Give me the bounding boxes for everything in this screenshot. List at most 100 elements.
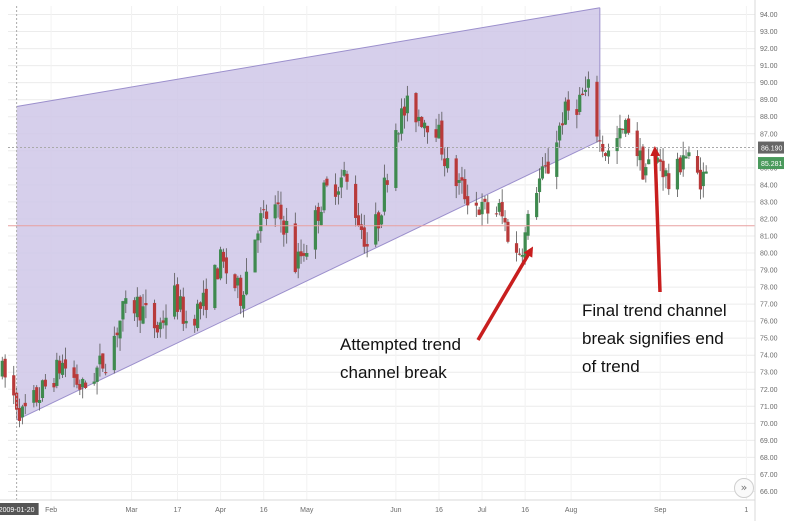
candle-body bbox=[460, 177, 464, 181]
candle-body bbox=[684, 156, 688, 159]
candle-body bbox=[543, 165, 547, 167]
candle-body bbox=[164, 317, 168, 326]
candle-body bbox=[583, 89, 588, 92]
y-tick-label: 91.00 bbox=[760, 63, 778, 70]
x-tick-label: Mar bbox=[126, 507, 139, 514]
y-tick-label: 93.00 bbox=[760, 29, 778, 36]
candle-body bbox=[224, 257, 228, 274]
candle-body bbox=[537, 178, 542, 193]
candle-body bbox=[661, 160, 665, 178]
candle-body bbox=[339, 177, 343, 188]
candle-body bbox=[506, 221, 510, 242]
candle-body bbox=[494, 213, 499, 215]
last-price-badge bbox=[758, 157, 784, 170]
scroll-to-latest-button[interactable]: » bbox=[734, 478, 754, 498]
y-tick-label: 87.00 bbox=[760, 131, 778, 138]
candle-body bbox=[356, 215, 361, 227]
candle-body bbox=[523, 232, 527, 259]
y-tick-label: 73.00 bbox=[760, 370, 778, 377]
candle-body bbox=[445, 158, 450, 169]
candle-body bbox=[333, 184, 338, 197]
y-tick-label: 77.00 bbox=[760, 302, 778, 309]
crosshair-price-label: 86.190 bbox=[761, 146, 783, 153]
candle-body bbox=[293, 223, 297, 273]
candle-body bbox=[35, 387, 39, 403]
candle-body bbox=[681, 155, 685, 170]
candle-body bbox=[483, 198, 487, 202]
candle-body bbox=[635, 130, 639, 157]
candle-body bbox=[233, 274, 237, 289]
x-tick-label: 16 bbox=[521, 507, 529, 514]
candle-body bbox=[221, 251, 226, 262]
y-tick-label: 94.00 bbox=[760, 12, 778, 19]
y-tick-label: 66.00 bbox=[760, 489, 778, 496]
candle-body bbox=[555, 142, 559, 177]
candle-body bbox=[316, 206, 320, 221]
candle-body bbox=[440, 120, 444, 155]
candle-body bbox=[655, 157, 659, 163]
candle-body bbox=[43, 379, 47, 387]
candle-body bbox=[595, 81, 599, 137]
x-tick-label: 17 bbox=[174, 507, 182, 514]
candle-body bbox=[517, 253, 522, 255]
candle-body bbox=[520, 254, 524, 257]
candle-body bbox=[434, 129, 438, 138]
candle-body bbox=[15, 392, 19, 410]
candle-body bbox=[198, 302, 203, 309]
candle-body bbox=[641, 146, 645, 180]
candle-body bbox=[578, 94, 582, 112]
candle-body bbox=[575, 109, 579, 115]
candle-body bbox=[563, 101, 567, 125]
x-tick-label: Feb bbox=[45, 507, 57, 514]
y-tick-label: 90.00 bbox=[760, 80, 778, 87]
candle-body bbox=[181, 296, 185, 324]
candle-body bbox=[244, 271, 249, 295]
last-price-label: 85.281 bbox=[761, 161, 783, 168]
candle-body bbox=[144, 303, 148, 306]
candle-body bbox=[256, 233, 260, 241]
annotation-final-line-1: Final trend channel bbox=[582, 301, 727, 320]
candle-body bbox=[474, 202, 478, 206]
candle-body bbox=[3, 358, 7, 378]
candle-body bbox=[118, 320, 122, 339]
candle-body bbox=[23, 402, 27, 407]
candle-body bbox=[296, 251, 300, 269]
candle-body bbox=[503, 217, 507, 223]
candle-body bbox=[282, 220, 286, 235]
candle-body bbox=[362, 227, 366, 247]
y-tick-label: 69.00 bbox=[760, 438, 778, 445]
candle-body bbox=[305, 252, 309, 257]
candle-body bbox=[52, 382, 56, 388]
candle-body bbox=[382, 177, 386, 212]
candle-body bbox=[477, 209, 481, 215]
annotation-attempted-line-2: channel break bbox=[340, 363, 447, 382]
candle-body bbox=[285, 220, 289, 233]
x-tick-label: Apr bbox=[215, 507, 227, 514]
candle-body bbox=[135, 296, 139, 318]
candle-body bbox=[535, 192, 539, 218]
candle-body bbox=[359, 224, 363, 230]
candle-body bbox=[173, 285, 177, 317]
candle-body bbox=[193, 318, 197, 326]
candle-body bbox=[647, 159, 651, 165]
candle-body bbox=[213, 264, 217, 309]
y-tick-label: 67.00 bbox=[760, 472, 778, 479]
candle-body bbox=[365, 243, 369, 247]
y-tick-label: 89.00 bbox=[760, 97, 778, 104]
candle-body bbox=[514, 243, 519, 253]
y-tick-label: 75.00 bbox=[760, 336, 778, 343]
y-tick-label: 80.00 bbox=[760, 251, 778, 258]
candle-body bbox=[667, 173, 671, 190]
candle-body bbox=[138, 296, 142, 321]
y-tick-label: 81.00 bbox=[760, 233, 778, 240]
candle-body bbox=[121, 301, 125, 320]
y-tick-label: 72.00 bbox=[760, 387, 778, 394]
attempted-break-arrow bbox=[476, 246, 534, 341]
candle-body bbox=[658, 159, 662, 162]
candle-body bbox=[342, 169, 346, 176]
candle-body bbox=[101, 353, 105, 369]
final-break-arrow bbox=[650, 146, 662, 293]
candle-body bbox=[598, 140, 602, 142]
candle-body bbox=[175, 284, 180, 312]
